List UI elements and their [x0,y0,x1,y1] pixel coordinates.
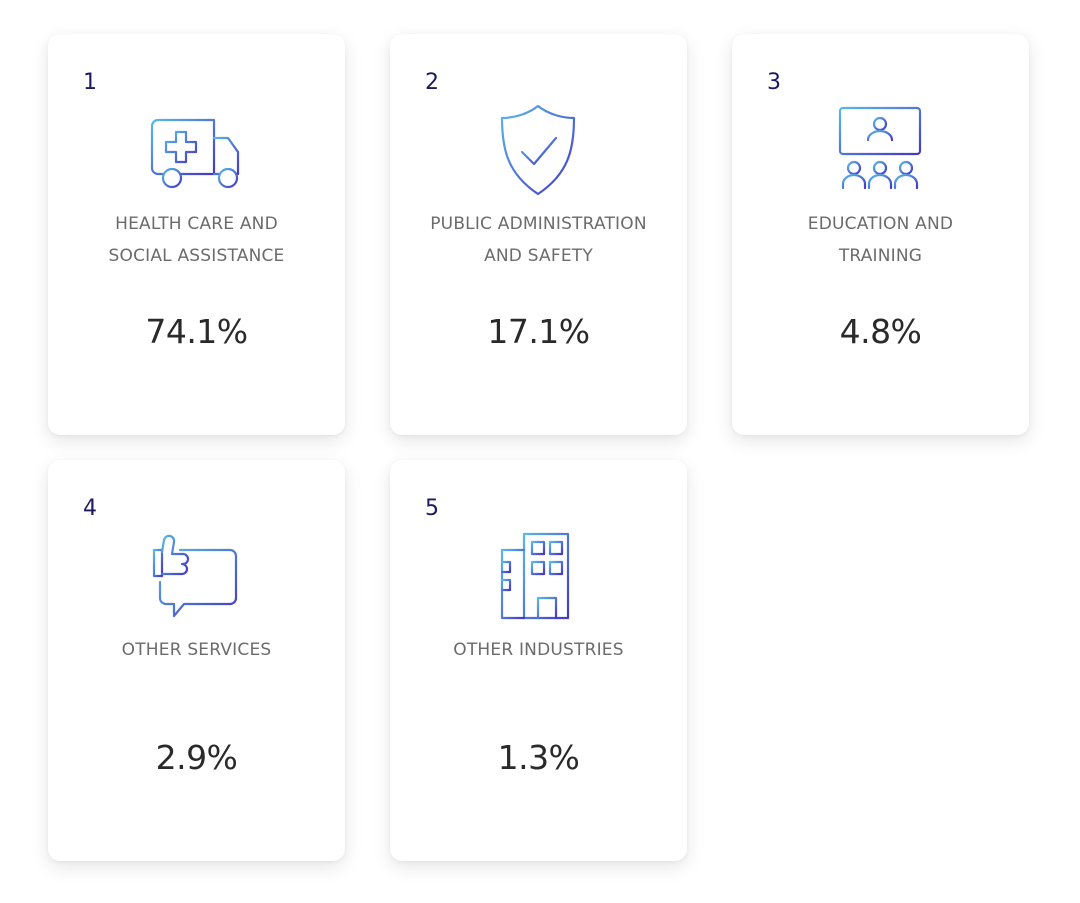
industry-label: OTHER SERVICES [121,640,272,660]
industry-card-health-care: 1 HEALTH CARE AND SOCIAL ASSISTANCE 74.1… [48,34,345,435]
industry-rank: 2 [425,70,439,95]
industry-rank: 3 [767,70,781,95]
industry-label: OTHER INDUSTRIES [453,640,624,660]
thumbs-up-chat-icon [146,528,246,628]
industry-rank: 4 [83,496,97,521]
shield-check-icon [488,102,588,202]
industry-percent: 2.9% [155,738,238,777]
industry-label: HEALTH CARE AND SOCIAL ASSISTANCE [108,214,285,266]
industry-rank: 1 [83,70,97,95]
industry-card-public-administration: 2 PUBLIC ADMINISTRATION AND SAFETY 17.1% [390,34,687,435]
industry-card-other-services: 4 OTHER SERVICES 2.9% [48,460,345,861]
classroom-icon [830,102,930,202]
ambulance-icon [146,102,246,202]
industry-percent: 1.3% [497,738,580,777]
industry-card-education: 3 EDUCATION AND TRAINING 4.8% [732,34,1029,435]
industry-percent: 17.1% [487,312,590,351]
industry-grid: 1 HEALTH CARE AND SOCIAL ASSISTANCE 74.1… [48,34,1029,861]
industry-label: EDUCATION AND TRAINING [807,214,954,266]
industry-percent: 74.1% [145,312,248,351]
industry-percent: 4.8% [839,312,922,351]
industry-rank: 5 [425,496,439,521]
building-icon [488,528,588,628]
industry-card-other-industries: 5 OTHER INDUSTRIES 1.3% [390,460,687,861]
industry-label: PUBLIC ADMINISTRATION AND SAFETY [430,214,647,266]
